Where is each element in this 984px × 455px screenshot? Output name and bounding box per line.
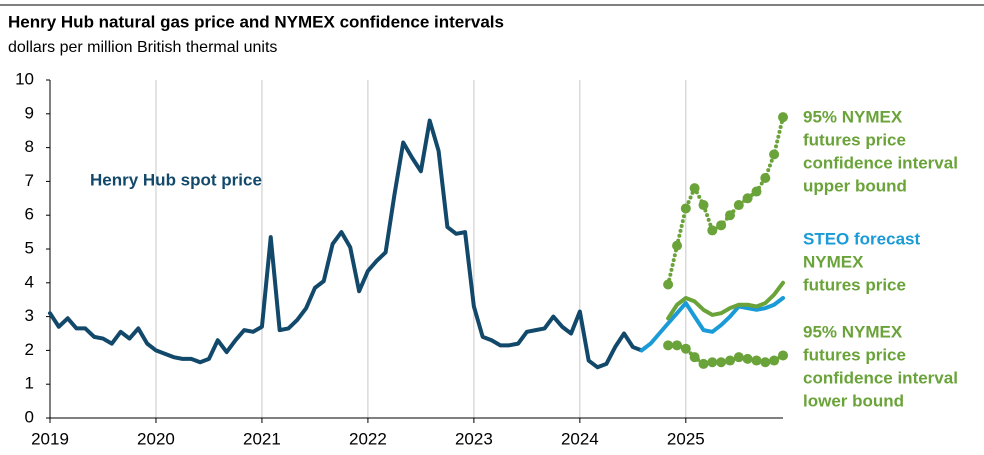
point [672,340,683,351]
series-label: upper bound [803,176,907,195]
point [716,220,727,231]
point [680,203,691,214]
point [725,210,736,221]
point [689,183,700,194]
point [760,357,771,368]
series-label: lower bound [803,391,904,410]
x-tick-label: 2021 [243,429,281,448]
series-label: futures price [803,345,906,364]
series-label: NYMEX [803,252,864,271]
series-label: futures price [803,275,906,294]
x-tick-label: 2024 [561,429,599,448]
y-tick-label: 0 [25,407,34,426]
y-tick-label: 2 [25,340,34,359]
point [680,343,691,354]
point [716,357,727,368]
point [689,352,700,363]
y-tick-label: 10 [15,69,34,88]
point [769,149,780,160]
y-tick-label: 3 [25,306,34,325]
point [698,358,709,369]
point [769,355,780,366]
series-label: STEO forecast [803,229,920,248]
series-line [48,118,644,370]
series-label: 95% NYMEX [803,322,903,341]
x-tick-label: 2025 [667,429,705,448]
y-tick-label: 7 [25,171,34,190]
series-label: confidence interval [803,368,958,387]
point [707,357,718,368]
x-tick-label: 2022 [349,429,387,448]
point [778,112,788,123]
point [760,173,771,184]
point [778,350,788,361]
series-label: futures price [803,130,906,149]
y-tick-label: 5 [25,238,34,257]
series-line [639,296,785,353]
x-tick-label: 2019 [31,429,69,448]
point [707,225,718,236]
series-label: Henry Hub spot price [90,170,262,189]
point [742,353,753,364]
chart-title: Henry Hub natural gas price and NYMEX co… [8,12,504,31]
point [663,279,674,290]
y-tick-label: 6 [25,205,34,224]
point [751,186,762,197]
series-line [666,280,785,321]
chart-subtitle: dollars per million British thermal unit… [8,39,277,56]
x-tick-label: 2020 [137,429,175,448]
point [698,200,709,211]
y-tick-label: 1 [25,374,34,393]
point [733,200,744,211]
x-tick-label: 2023 [455,429,493,448]
point [751,355,762,366]
series-label: 95% NYMEX [803,107,903,126]
point [725,355,736,366]
point [733,352,744,363]
point [742,193,753,204]
series-label: confidence interval [803,153,958,172]
y-tick-label: 9 [25,103,34,122]
y-tick-label: 8 [25,137,34,156]
y-tick-label: 4 [25,272,34,291]
point [672,240,683,251]
point [663,340,674,351]
